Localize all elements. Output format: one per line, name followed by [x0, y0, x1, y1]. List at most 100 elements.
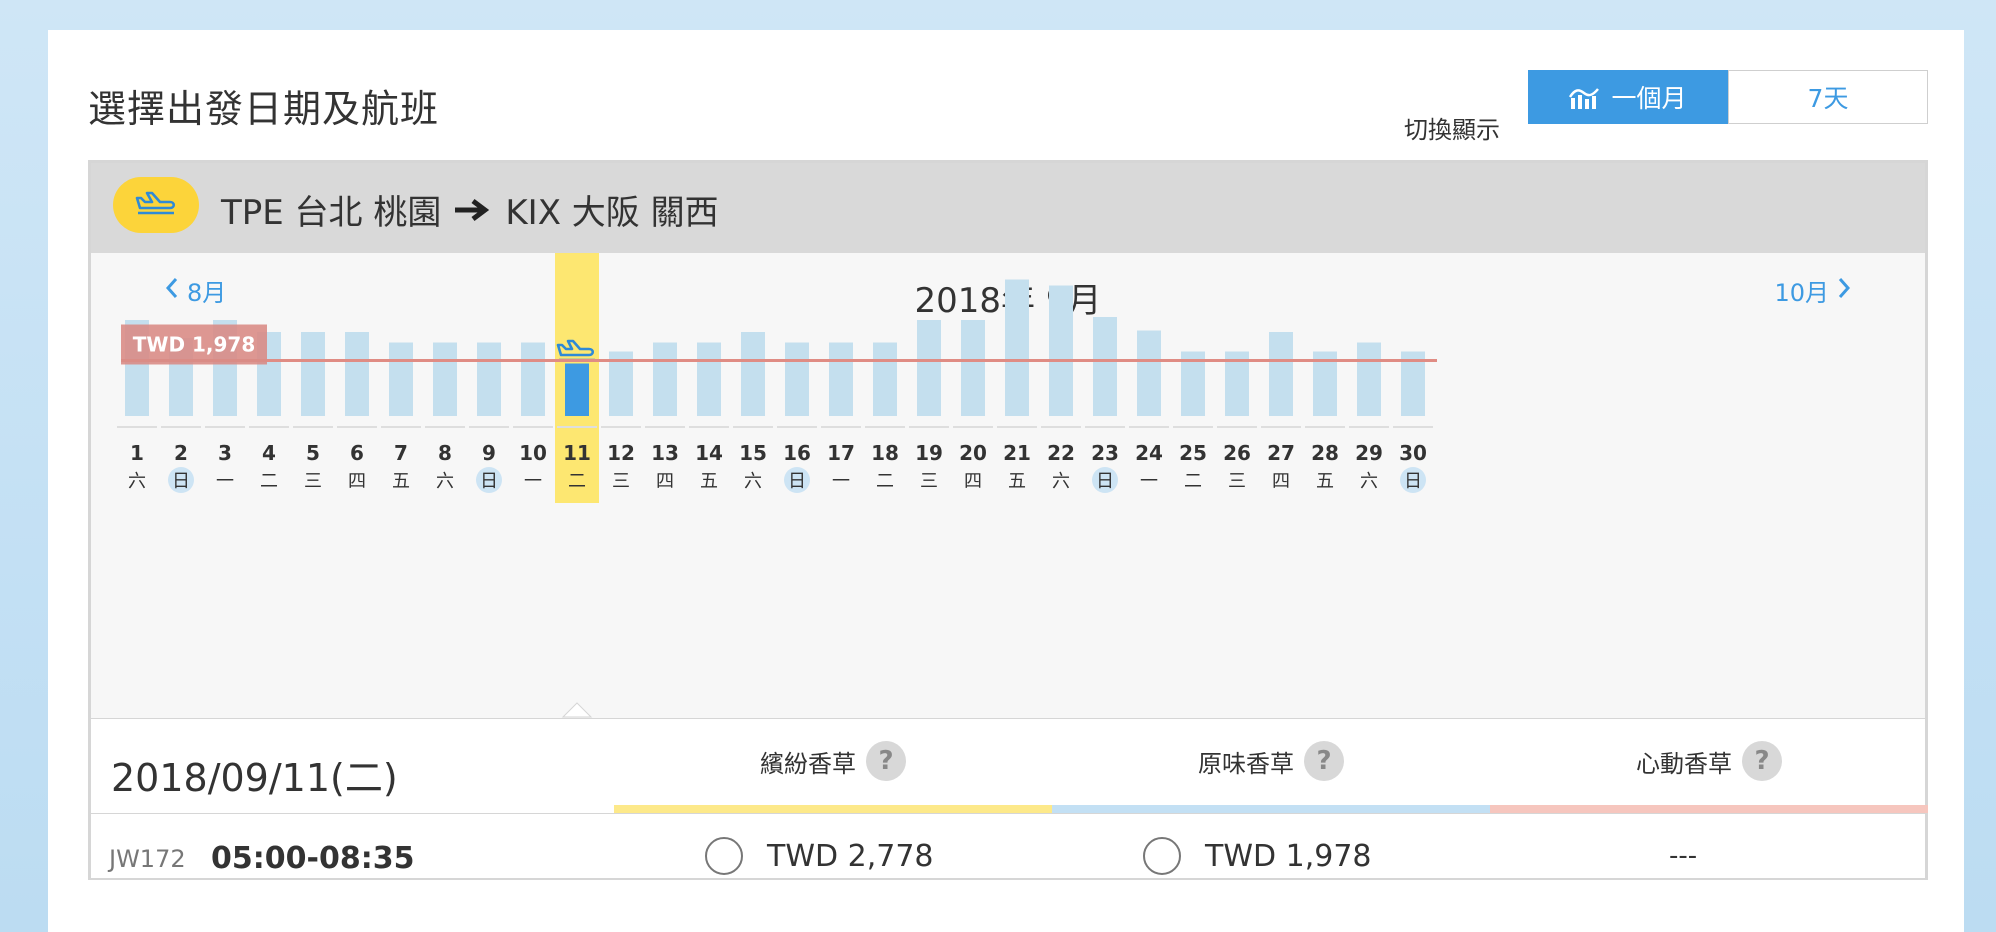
weekday-label: 五 [392, 471, 410, 492]
month-view-button[interactable]: 一個月 [1528, 70, 1728, 124]
bar-baseline [953, 426, 993, 428]
bar-baseline [689, 426, 729, 428]
fare-type-name: 心動香草 [1636, 749, 1732, 778]
sunday-marker [1400, 467, 1426, 493]
bar-baseline [1305, 426, 1345, 428]
weekday-label: 一 [216, 471, 234, 492]
day-number[interactable]: 8 [438, 441, 452, 465]
price-bar[interactable] [301, 332, 325, 416]
price-bar[interactable] [1049, 285, 1073, 417]
price-bar[interactable] [1269, 332, 1293, 416]
fare-type-name: 原味香草 [1198, 749, 1294, 778]
day-number[interactable]: 10 [519, 441, 547, 465]
month-view-label: 一個月 [1611, 84, 1687, 113]
weekday-label: 四 [964, 471, 982, 492]
view-toggle-label: 切換顯示 [1404, 116, 1500, 144]
week-view-button[interactable]: 7天 [1728, 70, 1928, 124]
day-number[interactable]: 19 [915, 441, 943, 465]
day-number[interactable]: 22 [1047, 441, 1075, 465]
day-number[interactable]: 29 [1355, 441, 1383, 465]
fare-radio[interactable] [705, 837, 743, 875]
day-number[interactable]: 25 [1179, 441, 1207, 465]
bar-baseline [381, 426, 421, 428]
day-number[interactable]: 5 [306, 441, 320, 465]
week-view-label: 7天 [1807, 84, 1849, 113]
bar-baseline [821, 426, 861, 428]
route-destination: KIX 大阪 關西 [505, 193, 719, 233]
day-number[interactable]: 11 [563, 441, 591, 465]
day-number[interactable]: 30 [1399, 441, 1427, 465]
day-number[interactable]: 16 [783, 441, 811, 465]
day-number[interactable]: 18 [871, 441, 899, 465]
bar-baseline [337, 426, 377, 428]
price-bar[interactable] [433, 342, 457, 417]
weekday-label: 四 [656, 471, 674, 492]
day-number[interactable]: 9 [482, 441, 496, 465]
day-number[interactable]: 15 [739, 441, 767, 465]
price-bar[interactable] [961, 320, 985, 416]
day-number[interactable]: 13 [651, 441, 679, 465]
price-bar[interactable] [1225, 351, 1249, 417]
plane-icon [134, 188, 178, 222]
fare-type-header: 心動香草 ? [1490, 741, 1928, 781]
help-icon[interactable]: ? [1742, 741, 1782, 781]
weekday-label: 六 [128, 471, 146, 492]
prev-month-link[interactable]: 8月 [165, 273, 226, 308]
day-number[interactable]: 7 [394, 441, 408, 465]
price-bar[interactable] [829, 342, 853, 417]
fare-radio[interactable] [1143, 837, 1181, 875]
price-bar[interactable] [521, 342, 545, 417]
day-number[interactable]: 24 [1135, 441, 1163, 465]
sunday-marker [1092, 467, 1118, 493]
price-bar[interactable] [345, 332, 369, 416]
day-number[interactable]: 12 [607, 441, 635, 465]
price-bar[interactable] [1357, 342, 1381, 417]
bar-baseline [733, 426, 773, 428]
weekday-label: 四 [1272, 471, 1290, 492]
weekday-label: 一 [832, 471, 850, 492]
price-bar[interactable] [609, 351, 633, 417]
price-bar[interactable] [1093, 317, 1117, 416]
next-month-link[interactable]: 10月 [1774, 273, 1851, 308]
day-number[interactable]: 27 [1267, 441, 1295, 465]
weekday-label: 日 [172, 471, 190, 492]
bar-baseline [645, 426, 685, 428]
fare-option[interactable]: TWD 1,978 [1143, 837, 1372, 875]
selection-pointer [561, 702, 593, 718]
day-number[interactable]: 1 [130, 441, 144, 465]
route-bar: TPE 台北 桃園 KIX 大阪 關西 [91, 163, 1925, 253]
day-number[interactable]: 14 [695, 441, 723, 465]
price-bar[interactable] [741, 332, 765, 416]
day-number[interactable]: 4 [262, 441, 276, 465]
day-number[interactable]: 20 [959, 441, 987, 465]
price-bar[interactable] [917, 320, 941, 416]
price-bar[interactable] [873, 342, 897, 417]
price-bar[interactable] [1005, 279, 1029, 417]
price-bar[interactable] [785, 342, 809, 417]
price-bar[interactable] [697, 342, 721, 417]
price-bar[interactable] [389, 342, 413, 417]
price-bar[interactable] [1401, 351, 1425, 417]
day-number[interactable]: 21 [1003, 441, 1031, 465]
price-bar[interactable] [1181, 351, 1205, 417]
day-number[interactable]: 6 [350, 441, 364, 465]
chevron-left-icon [165, 277, 179, 305]
help-icon[interactable]: ? [1304, 741, 1344, 781]
price-bar[interactable] [565, 363, 589, 417]
price-bar[interactable] [1313, 351, 1337, 417]
day-number[interactable]: 23 [1091, 441, 1119, 465]
flight-details: 2018/09/11(二) 繽紛香草 ? 原味香草 ? 心動香草 ? JW172… [91, 718, 1928, 878]
day-number[interactable]: 2 [174, 441, 188, 465]
fare-option[interactable]: TWD 2,778 [705, 837, 934, 875]
bar-baseline [1261, 426, 1301, 428]
price-bar[interactable] [477, 342, 501, 417]
bar-baseline [469, 426, 509, 428]
day-number[interactable]: 3 [218, 441, 232, 465]
weekday-label: 日 [1404, 471, 1422, 492]
help-icon[interactable]: ? [866, 741, 906, 781]
day-number[interactable]: 26 [1223, 441, 1251, 465]
day-number[interactable]: 28 [1311, 441, 1339, 465]
price-bar[interactable] [653, 342, 677, 417]
price-bar[interactable] [1137, 330, 1161, 417]
day-number[interactable]: 17 [827, 441, 855, 465]
